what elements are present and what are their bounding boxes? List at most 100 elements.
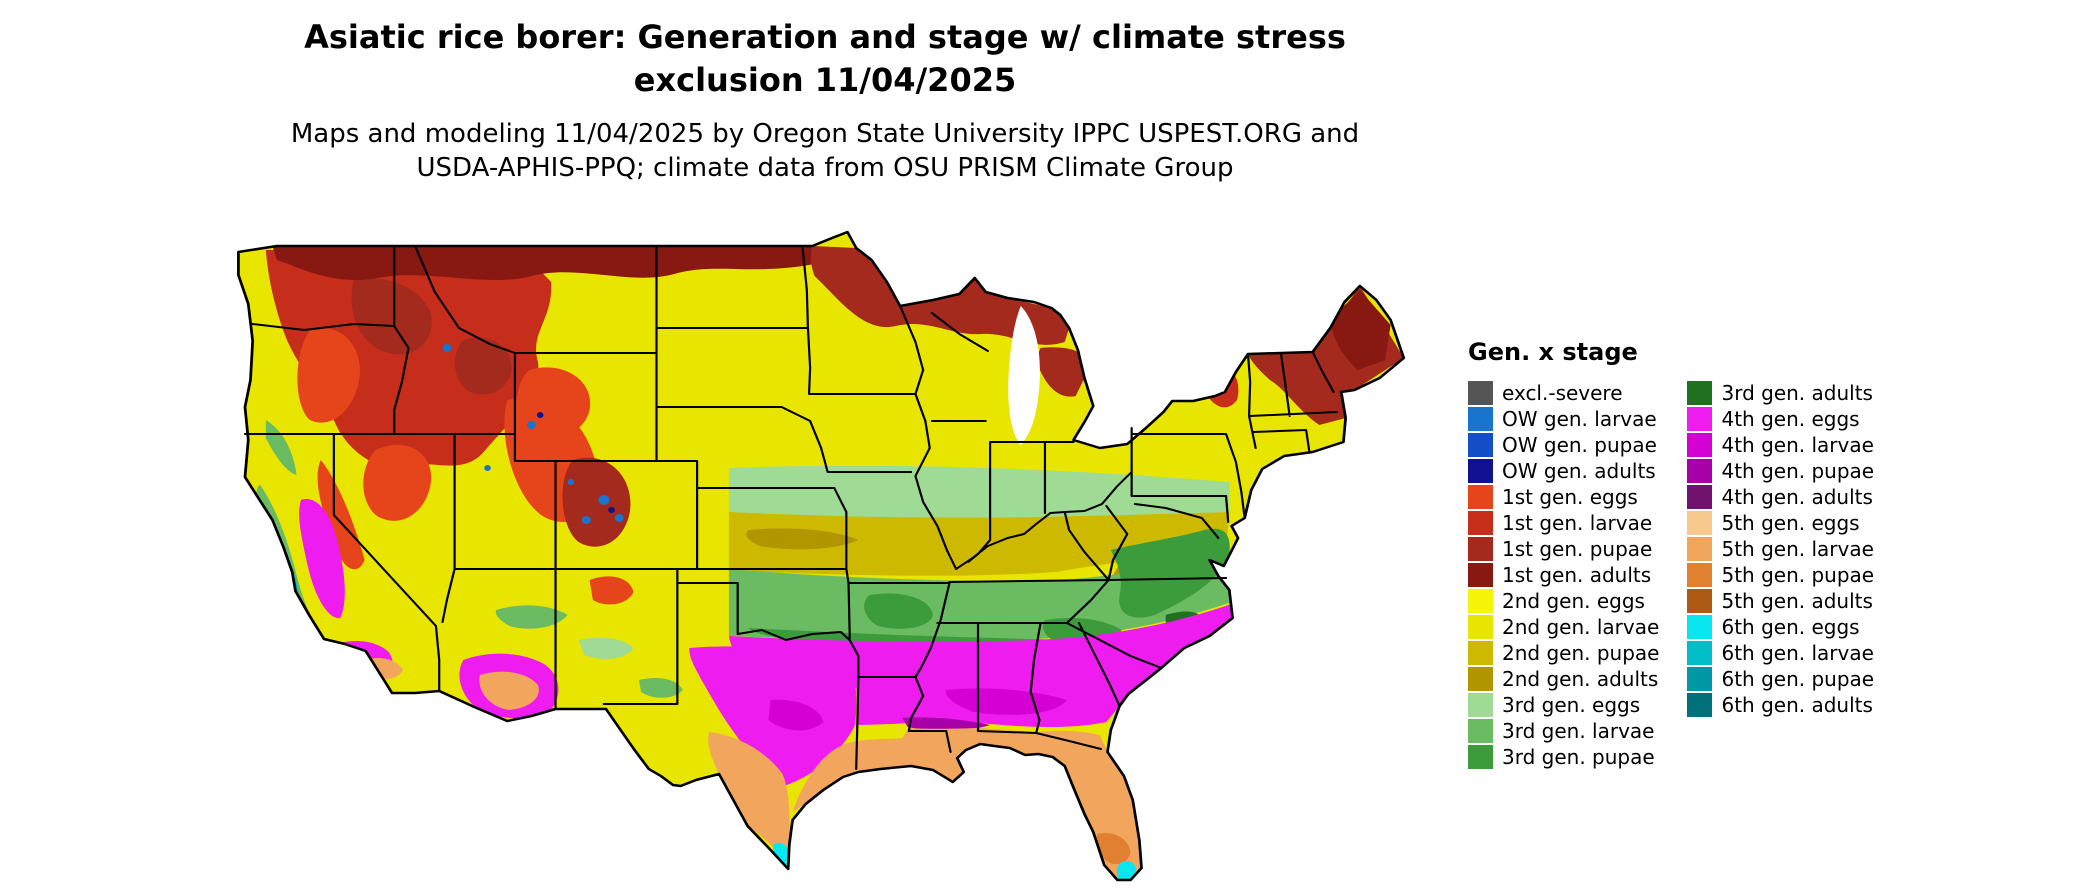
legend-swatch — [1468, 641, 1493, 665]
map-region-6th-gen-brownsville — [773, 842, 790, 869]
legend-item: 1st gen. larvae — [1468, 510, 1659, 536]
map-region-4th-gen-band — [728, 604, 1234, 728]
legend-item: 6th gen. eggs — [1687, 614, 1874, 640]
legend-item: 1st gen. pupae — [1468, 536, 1659, 562]
legend-swatch — [1468, 693, 1493, 717]
legend-swatch — [1687, 459, 1713, 483]
map-region-3rd-gen-pupae-virginia — [1110, 528, 1230, 618]
map-region-2nd-gen-pupae-band — [728, 512, 1230, 576]
map-region-ow-speck — [484, 465, 491, 471]
map-region-5th-gen-arizona — [479, 671, 539, 710]
legend-label: 5th gen. larvae — [1721, 537, 1874, 561]
legend-label: OW gen. pupae — [1502, 433, 1657, 457]
legend-swatch — [1468, 381, 1493, 405]
map-region-1st-gen-cascades — [297, 328, 360, 423]
map-region-1st-gen-upper-midwest — [810, 246, 1070, 345]
legend-label: 6th gen. larvae — [1721, 641, 1874, 665]
lake-michigan — [1008, 306, 1040, 445]
legend-item: 3rd gen. pupae — [1468, 744, 1659, 770]
map-region-4th-gen-pupae-gulf — [902, 717, 991, 731]
legend-label: 3rd gen. pupae — [1502, 745, 1655, 769]
map-region-1st-gen-n-new-mexico — [589, 576, 634, 605]
legend-item: 5th gen. eggs — [1687, 510, 1874, 536]
page-title: Asiatic rice borer: Generation and stage… — [210, 16, 1440, 102]
legend-label: 1st gen. eggs — [1502, 485, 1638, 509]
legend-swatch — [1468, 719, 1493, 743]
legend-label: 2nd gen. eggs — [1502, 589, 1645, 613]
map-region-5th-gen-south-texas — [708, 732, 790, 862]
legend-item: OW gen. larvae — [1468, 406, 1659, 432]
map-region-4th-gen-central-valley — [299, 499, 345, 619]
legend-label: excl.-severe — [1502, 381, 1623, 405]
legend-swatch — [1687, 381, 1713, 405]
legend-label: 1st gen. larvae — [1502, 511, 1653, 535]
legend-swatch — [1687, 485, 1713, 509]
legend-item: 3rd gen. eggs — [1468, 692, 1659, 718]
us-map — [200, 220, 1440, 886]
map-region-5th-gen-gulf-florida — [792, 728, 1142, 880]
legend-item: 2nd gen. pupae — [1468, 640, 1659, 666]
legend-item: OW gen. adults — [1468, 458, 1659, 484]
legend-label: 2nd gen. pupae — [1502, 641, 1660, 665]
legend-item: 2nd gen. adults — [1468, 666, 1659, 692]
us-outline — [237, 230, 1406, 882]
legend-item: 5th gen. pupae — [1687, 562, 1874, 588]
legend-label: 2nd gen. larvae — [1502, 615, 1660, 639]
map-region-ow-speck — [614, 514, 624, 522]
legend-item: OW gen. pupae — [1468, 432, 1659, 458]
map-region-ow-speck — [442, 344, 452, 352]
legend-label: 1st gen. pupae — [1502, 537, 1653, 561]
map-region-5th-gen-pupae-florida — [1096, 832, 1131, 865]
map-region-1st-gen-n-michigan — [1037, 347, 1085, 397]
map-region-3rd-gen-eggs-nm — [578, 637, 634, 660]
legend-swatch — [1468, 615, 1493, 639]
legend-label: 4th gen. eggs — [1721, 407, 1860, 431]
legend-swatch — [1468, 511, 1493, 535]
legend-label: OW gen. adults — [1502, 459, 1656, 483]
legend-label: 6th gen. adults — [1721, 693, 1873, 717]
legend-columns: excl.-severe OW gen. larvae OW gen. pupae O… — [1468, 380, 1874, 770]
legend-label: 2nd gen. adults — [1502, 667, 1659, 691]
legend-swatch — [1468, 433, 1493, 457]
map-region-1st-gen-adults-maine — [1330, 290, 1391, 370]
title-line-2: exclusion 11/04/2025 — [633, 61, 1017, 100]
map-region-1st-gen-sierra — [317, 460, 365, 570]
map-region-1st-gen-colorado — [562, 457, 631, 547]
legend-swatch — [1687, 563, 1713, 587]
legend-item: 5th gen. larvae — [1687, 536, 1874, 562]
map-region-3rd-gen-eggs-band — [728, 465, 1230, 518]
legend-swatch — [1468, 563, 1493, 587]
legend-swatch — [1468, 485, 1493, 509]
legend-swatch — [1687, 407, 1713, 431]
legend-item: 6th gen. larvae — [1687, 640, 1874, 666]
legend-item: 4th gen. pupae — [1687, 458, 1874, 484]
title-line-1: Asiatic rice borer: Generation and stage… — [304, 18, 1346, 56]
legend-column-2: 3rd gen. adults 4th gen. eggs 4th gen. lar… — [1687, 380, 1874, 718]
legend-item: 4th gen. adults — [1687, 484, 1874, 510]
legend-swatch — [1468, 745, 1493, 769]
legend-column-1: excl.-severe OW gen. larvae OW gen. pupae O… — [1468, 380, 1659, 770]
legend-swatch — [1468, 589, 1493, 613]
legend-item: 1st gen. adults — [1468, 562, 1659, 588]
map-region-ow-speck — [527, 421, 536, 429]
legend-item: 2nd gen. larvae — [1468, 614, 1659, 640]
map-region-3rd-gen-larvae-band — [728, 550, 1232, 641]
legend-label: 1st gen. adults — [1502, 563, 1652, 587]
us-map-svg — [237, 230, 1406, 882]
legend-item: 6th gen. pupae — [1687, 666, 1874, 692]
map-region-1st-gen-pupae-nw — [351, 278, 432, 355]
legend-swatch — [1687, 667, 1713, 691]
legend-item: 2nd gen. eggs — [1468, 588, 1659, 614]
legend-item: excl.-severe — [1468, 380, 1659, 406]
legend-item: 6th gen. adults — [1687, 692, 1874, 718]
legend-item: 3rd gen. larvae — [1468, 718, 1659, 744]
map-region-ow-speck — [581, 516, 591, 524]
legend-label: 5th gen. pupae — [1721, 563, 1875, 587]
map-region-ow-adults-speck — [536, 412, 544, 418]
legend-swatch — [1468, 459, 1493, 483]
legend: Gen. x stage excl.-severe OW gen. larvae O… — [1468, 338, 1874, 770]
legend-label: 4th gen. larvae — [1721, 433, 1874, 457]
legend-title: Gen. x stage — [1468, 338, 1638, 366]
legend-label: 5th gen. adults — [1721, 589, 1873, 613]
state-borders — [243, 245, 1338, 770]
